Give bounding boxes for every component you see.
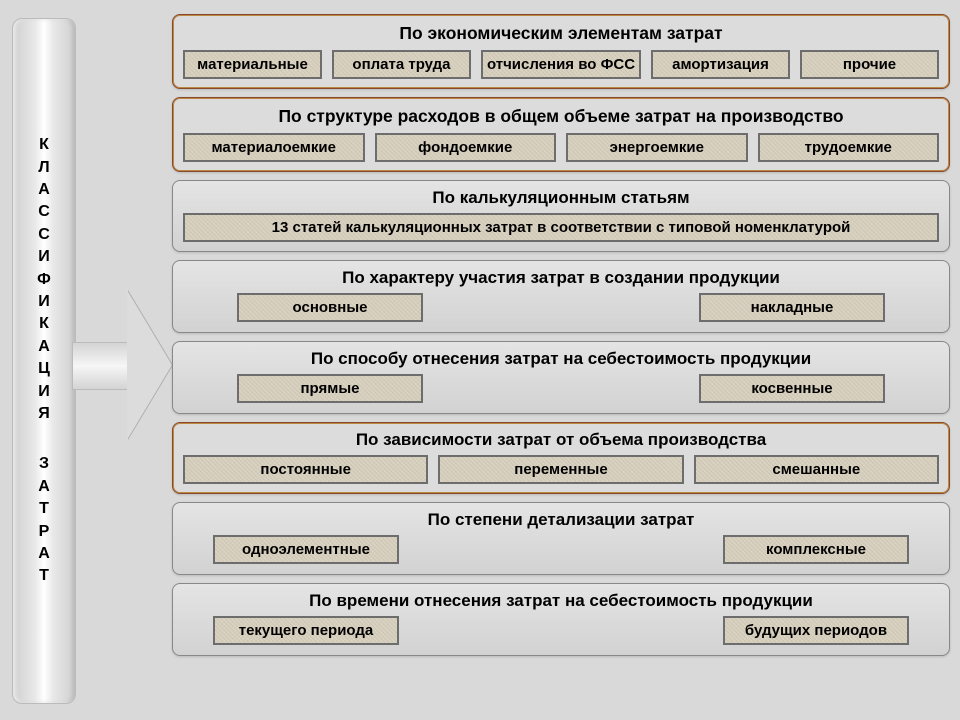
- pillar-letter: А: [38, 336, 50, 358]
- panel-items: текущего периода будущих периодов: [173, 616, 949, 655]
- chip: 13 статей калькуляционных затрат в соотв…: [183, 213, 939, 242]
- panel-items: 13 статей калькуляционных затрат в соотв…: [173, 213, 949, 251]
- chip: амортизация: [651, 50, 790, 79]
- panel-items: прямые косвенные: [173, 374, 949, 413]
- chip: прочие: [800, 50, 939, 79]
- pillar-letter: К: [39, 134, 49, 156]
- pillar-letter: Ц: [38, 358, 50, 380]
- pillar-letter: З: [39, 453, 49, 475]
- chip: материалоемкие: [183, 133, 365, 162]
- panel-items: постоянные переменные смешанные: [173, 455, 949, 493]
- panel-6: По степени детализации затратодноэлемент…: [172, 502, 950, 575]
- panel-2: По калькуляционным статьям13 статей каль…: [172, 180, 950, 252]
- pillar-letter: С: [38, 201, 50, 223]
- pillar-letter: А: [38, 476, 50, 498]
- panel-1: По структуре расходов в общем объеме зат…: [172, 97, 950, 172]
- chip: будущих периодов: [723, 616, 909, 645]
- panel-3: По характеру участия затрат в создании п…: [172, 260, 950, 333]
- page-root: КЛАССИФИКАЦИЯЗАТРАТ По экономическим эле…: [0, 0, 960, 720]
- chip: постоянные: [183, 455, 428, 484]
- panel-column: По экономическим элементам затратматериа…: [172, 14, 950, 656]
- panel-items: основные накладные: [173, 293, 949, 332]
- panel-title: По зависимости затрат от объема производ…: [173, 423, 949, 455]
- chip: смешанные: [694, 455, 939, 484]
- panel-5: По зависимости затрат от объема производ…: [172, 422, 950, 494]
- pillar-letter: Т: [39, 498, 49, 520]
- pillar-letter: Р: [39, 521, 50, 543]
- vertical-title: КЛАССИФИКАЦИЯЗАТРАТ: [37, 134, 51, 587]
- chip: оплата труда: [332, 50, 471, 79]
- panel-4: По способу отнесения затрат на себестоим…: [172, 341, 950, 414]
- chip: материальные: [183, 50, 322, 79]
- panel-title: По структуре расходов в общем объеме зат…: [173, 98, 949, 133]
- pillar-letter: Я: [38, 403, 50, 425]
- pillar-letter: Т: [39, 565, 49, 587]
- chip: энергоемкие: [566, 133, 748, 162]
- chip: текущего периода: [213, 616, 399, 645]
- pillar-letter: И: [38, 246, 50, 268]
- chip: косвенные: [699, 374, 885, 403]
- pillar-letter: Л: [38, 157, 49, 179]
- chip: трудоемкие: [758, 133, 940, 162]
- pillar-letter: Ф: [37, 269, 51, 291]
- chip: комплексные: [723, 535, 909, 564]
- chip: основные: [237, 293, 423, 322]
- panel-items: одноэлементные комплексные: [173, 535, 949, 574]
- pillar-letter: И: [38, 291, 50, 313]
- chip: прямые: [237, 374, 423, 403]
- panel-title: По калькуляционным статьям: [173, 181, 949, 213]
- chip: фондоемкие: [375, 133, 557, 162]
- arrow-right-icon: [72, 290, 172, 440]
- chip: отчисления во ФСС: [481, 50, 641, 79]
- panel-title: По характеру участия затрат в создании п…: [173, 261, 949, 293]
- panel-title: По времени отнесения затрат на себестоим…: [173, 584, 949, 616]
- chip: одноэлементные: [213, 535, 399, 564]
- panel-0: По экономическим элементам затратматериа…: [172, 14, 950, 89]
- vertical-title-pillar: КЛАССИФИКАЦИЯЗАТРАТ: [12, 18, 76, 704]
- pillar-letter: И: [38, 381, 50, 403]
- pillar-letter: К: [39, 313, 49, 335]
- panel-title: По экономическим элементам затрат: [173, 15, 949, 50]
- panel-title: По способу отнесения затрат на себестоим…: [173, 342, 949, 374]
- chip: переменные: [438, 455, 683, 484]
- pillar-letter: А: [38, 543, 50, 565]
- panel-title: По степени детализации затрат: [173, 503, 949, 535]
- panel-items: материальные оплата труда отчисления во ФС…: [173, 50, 949, 88]
- panel-7: По времени отнесения затрат на себестоим…: [172, 583, 950, 656]
- panel-items: материалоемкие фондоемкие энергоемкие трудо…: [173, 133, 949, 171]
- pillar-letter: С: [38, 224, 50, 246]
- chip: накладные: [699, 293, 885, 322]
- pillar-letter: А: [38, 179, 50, 201]
